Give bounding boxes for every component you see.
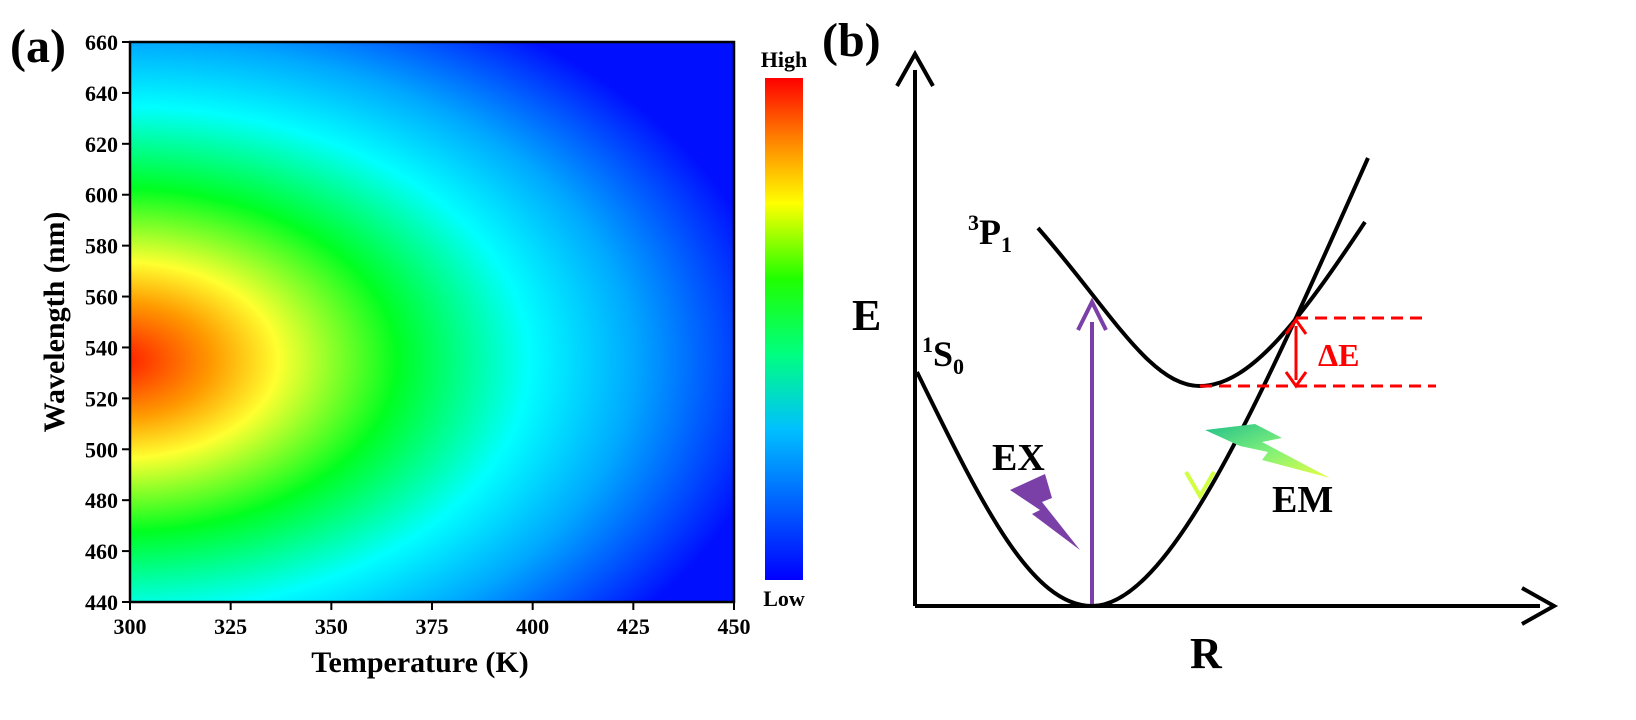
y-tick-label: 440 bbox=[85, 590, 118, 615]
emission-arrowhead bbox=[1184, 470, 1216, 500]
emission-label: EM bbox=[1272, 479, 1333, 521]
x-tick-label: 400 bbox=[516, 614, 549, 639]
colorbar-high-label: High bbox=[761, 47, 807, 72]
y-tick-label: 480 bbox=[85, 488, 118, 513]
panel-b-label: (b) bbox=[822, 14, 881, 67]
y-tick-label: 540 bbox=[85, 335, 118, 360]
colorbar: High Low bbox=[761, 47, 807, 611]
gap-arrowhead-up bbox=[1284, 317, 1308, 335]
excitation-arrowhead bbox=[1076, 297, 1108, 331]
x-tick-label: 325 bbox=[214, 614, 247, 639]
panel-a-label: (a) bbox=[10, 20, 66, 73]
y-tick-label: 520 bbox=[85, 386, 118, 411]
x-axis-ticks: 300 325 350 375 400 425 450 bbox=[114, 602, 751, 639]
y-tick-label: 640 bbox=[85, 81, 118, 106]
r-axis-arrow bbox=[1521, 586, 1559, 626]
x-tick-label: 300 bbox=[114, 614, 147, 639]
energy-axis-label: E bbox=[852, 291, 881, 340]
energy-axis-arrow bbox=[895, 49, 935, 87]
y-axis-label: Wavelength (nm) bbox=[38, 212, 71, 433]
ground-state-curve bbox=[915, 157, 1370, 609]
x-axis-label: Temperature (K) bbox=[311, 646, 528, 679]
x-tick-label: 450 bbox=[718, 614, 751, 639]
energy-diagram: E R 3P1 1S0 EX EM ΔE bbox=[852, 49, 1559, 678]
colorbar-low-label: Low bbox=[763, 586, 805, 611]
excitation-bolt-icon bbox=[1010, 474, 1080, 550]
colorbar-gradient bbox=[765, 78, 803, 580]
emission-bolt-icon bbox=[1205, 424, 1330, 478]
gap-arrowhead-down bbox=[1284, 371, 1308, 389]
ground-state-label: 1S0 bbox=[922, 332, 964, 379]
y-tick-label: 460 bbox=[85, 539, 118, 564]
excited-state-label: 3P1 bbox=[968, 210, 1012, 257]
y-tick-label: 620 bbox=[85, 132, 118, 157]
excited-state-curve bbox=[1036, 220, 1367, 389]
gap-label: ΔE bbox=[1318, 337, 1359, 373]
excitation-label: EX bbox=[992, 437, 1045, 479]
y-tick-label: 580 bbox=[85, 234, 118, 259]
heatmap-field bbox=[130, 42, 734, 602]
y-tick-label: 560 bbox=[85, 285, 118, 310]
y-tick-label: 600 bbox=[85, 183, 118, 208]
y-axis-ticks: 440 460 480 500 520 540 560 580 600 620 640 660 bbox=[85, 30, 130, 615]
r-axis-label: R bbox=[1190, 629, 1223, 678]
y-tick-label: 660 bbox=[85, 30, 118, 55]
x-tick-label: 425 bbox=[617, 614, 650, 639]
x-tick-label: 375 bbox=[416, 614, 449, 639]
y-tick-label: 500 bbox=[85, 437, 118, 462]
x-tick-label: 350 bbox=[315, 614, 348, 639]
heatmap bbox=[128, 40, 736, 604]
